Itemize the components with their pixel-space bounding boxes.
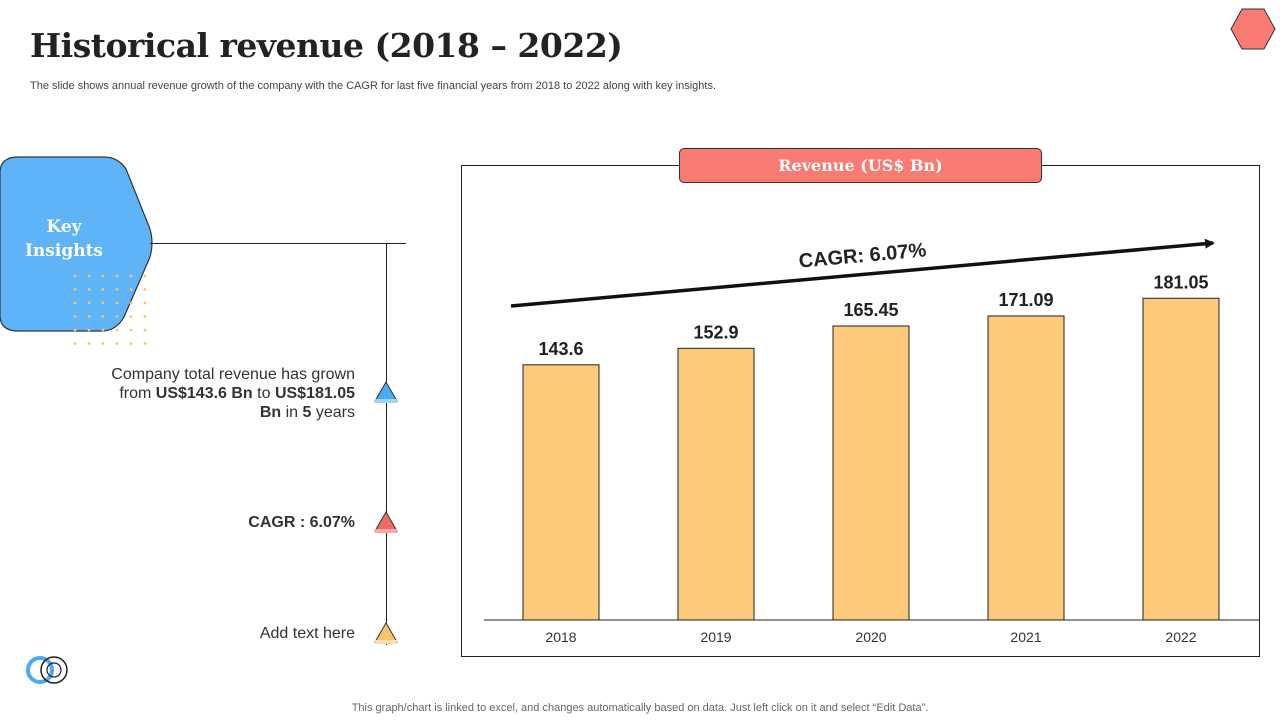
dot (143, 328, 147, 332)
yellow-triangle-marker-icon (374, 622, 398, 644)
dot (87, 315, 91, 318)
dot (143, 315, 147, 318)
dot-pattern (73, 274, 147, 345)
dot (129, 342, 133, 345)
dot (73, 315, 77, 318)
dot (115, 315, 119, 318)
dot (101, 301, 105, 305)
dot (115, 301, 119, 305)
dot (129, 328, 133, 332)
dot (73, 342, 77, 345)
dot (73, 288, 77, 291)
dot (101, 274, 105, 278)
dot (143, 301, 147, 305)
dot (101, 328, 105, 332)
red-triangle-marker-icon (374, 511, 398, 533)
dot (87, 301, 91, 305)
dot (115, 288, 119, 291)
footer-note: This graph/chart is linked to excel, and… (351, 702, 929, 714)
dot (143, 342, 147, 345)
dot (87, 288, 91, 291)
insight-cagr: CAGR : 6.07% (248, 514, 355, 531)
insights-horizontal-line (150, 243, 406, 244)
dot (73, 301, 77, 305)
dot (101, 288, 105, 291)
page-subtitle: The slide shows annual revenue growth of… (30, 80, 717, 92)
dot (143, 288, 147, 291)
dot (115, 274, 119, 278)
insight-placeholder: Add text here (259, 625, 355, 642)
circles-logo-icon (26, 656, 68, 684)
dot (73, 328, 77, 332)
dot (115, 328, 119, 332)
dot (129, 315, 133, 318)
dot (129, 274, 133, 278)
dot (101, 315, 105, 318)
dot (87, 328, 91, 332)
page-title: Historical revenue (2018 – 2022) (30, 26, 623, 65)
dot (87, 342, 91, 345)
blue-triangle-marker-icon (374, 381, 398, 403)
dot (129, 288, 133, 291)
chart-frame (461, 165, 1260, 657)
dot (87, 274, 91, 278)
key-insights-hexagon (0, 156, 153, 332)
insights-timeline-line (386, 243, 387, 645)
key-insights-label: Key Insights (24, 217, 103, 261)
dot (101, 342, 105, 345)
chart-header: Revenue (US$ Bn) (679, 148, 1042, 183)
dot (143, 274, 147, 278)
hexagon-logo-icon (1230, 8, 1276, 50)
dot (73, 274, 77, 278)
dot (129, 301, 133, 305)
insight-revenue-growth: Company total revenue has grown from US$… (111, 366, 355, 421)
dot (115, 342, 119, 345)
